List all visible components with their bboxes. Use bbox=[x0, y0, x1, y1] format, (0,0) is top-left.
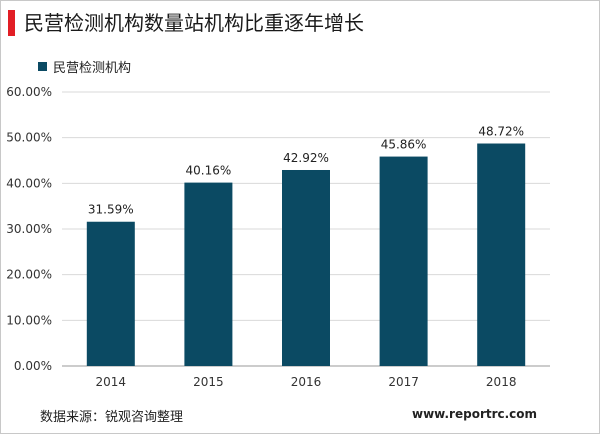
bar bbox=[379, 156, 428, 366]
data-label: 48.72% bbox=[478, 125, 524, 139]
y-tick-label: 20.00% bbox=[6, 268, 52, 282]
data-label: 42.92% bbox=[283, 151, 329, 165]
bar bbox=[477, 143, 526, 366]
source-note: 数据来源：锐观咨询整理 bbox=[40, 410, 184, 425]
y-tick-label: 60.00% bbox=[6, 85, 52, 99]
bar bbox=[184, 182, 233, 366]
x-tick-label: 2018 bbox=[486, 375, 517, 389]
legend-swatch bbox=[38, 62, 47, 71]
y-tick-label: 50.00% bbox=[6, 131, 52, 145]
y-tick-label: 40.00% bbox=[6, 176, 52, 190]
x-tick-label: 2017 bbox=[388, 375, 419, 389]
x-tick-label: 2015 bbox=[193, 375, 224, 389]
bar bbox=[282, 169, 330, 366]
x-tick-label: 2014 bbox=[96, 375, 127, 389]
data-label: 40.16% bbox=[186, 164, 232, 178]
y-tick-label: 10.00% bbox=[6, 313, 52, 327]
y-tick-label: 0.00% bbox=[14, 359, 52, 373]
data-label: 31.59% bbox=[88, 203, 134, 217]
bar bbox=[86, 221, 135, 366]
data-label: 45.86% bbox=[381, 138, 427, 152]
chart-title: 民营检测机构数量站机构比重逐年增长 bbox=[24, 11, 364, 35]
legend-label: 民营检测机构 bbox=[53, 61, 132, 76]
y-tick-label: 30.00% bbox=[6, 222, 52, 236]
title-accent-bar bbox=[8, 10, 15, 36]
x-tick-label: 2016 bbox=[291, 375, 322, 389]
website-url: www.reportrc.com bbox=[412, 407, 538, 421]
legend: 民营检测机构 bbox=[38, 57, 131, 76]
